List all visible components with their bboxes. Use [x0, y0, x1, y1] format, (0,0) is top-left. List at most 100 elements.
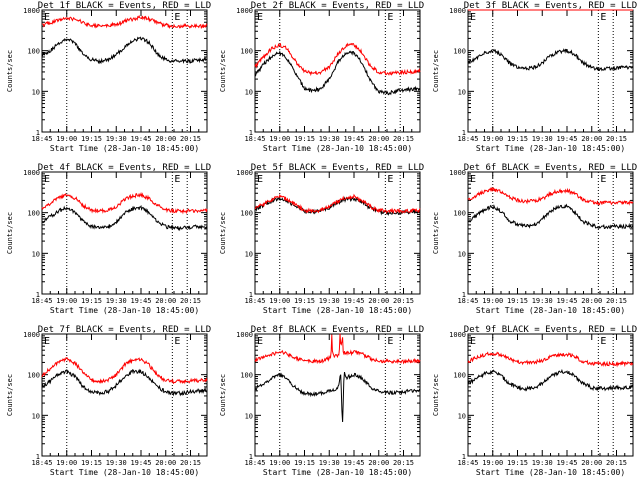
flag-label: E — [470, 174, 476, 185]
x-tick-label: 20:15 — [606, 459, 627, 467]
lld-series-line — [254, 42, 421, 77]
events-series-line — [41, 36, 208, 65]
flag-label: E — [387, 12, 393, 23]
x-tick-label: 19:15 — [81, 135, 102, 143]
y-tick-label: 1000 — [449, 331, 466, 339]
events-series-line — [41, 204, 207, 232]
x-tick-label: 20:15 — [606, 135, 627, 143]
x-tick-label: 19:30 — [532, 135, 553, 143]
panel-title: Det 5f BLACK = Events, RED = LLD — [251, 163, 424, 173]
x-tick-label: 20:00 — [581, 297, 602, 305]
x-tick-label: 19:00 — [482, 297, 503, 305]
x-tick-label: 19:30 — [106, 459, 127, 467]
y-tick-label: 1000 — [449, 7, 466, 15]
x-tick-label: 20:00 — [155, 459, 176, 467]
events-series-line — [467, 203, 634, 230]
y-axis-label: Counts/sec — [432, 374, 440, 416]
panel-title: Det 8f BLACK = Events, RED = LLD — [251, 325, 424, 335]
x-tick-label: 19:00 — [482, 459, 503, 467]
x-tick-label: 19:45 — [343, 459, 364, 467]
x-tick-label: 19:15 — [507, 297, 528, 305]
flag-label: E — [470, 12, 476, 23]
x-axis-label: Start Time (28-Jan-10 18:45:00) — [476, 144, 625, 153]
y-tick-label: 10 — [32, 250, 40, 258]
y-tick-label: 1000 — [236, 7, 253, 15]
x-tick-label: 19:30 — [532, 297, 553, 305]
x-tick-label: 19:45 — [130, 297, 151, 305]
x-axis-label: Start Time (28-Jan-10 18:45:00) — [476, 306, 625, 315]
y-axis-label: Counts/sec — [219, 374, 227, 416]
panel-title: Det 4f BLACK = Events, RED = LLD — [38, 163, 211, 173]
flag-label: E — [257, 336, 263, 347]
x-tick-label: 20:00 — [368, 135, 389, 143]
x-tick-label: 20:00 — [581, 135, 602, 143]
panel-title: Det 7f BLACK = Events, RED = LLD — [38, 325, 211, 335]
flag-label: E — [470, 336, 476, 347]
y-tick-label: 10 — [32, 412, 40, 420]
x-tick-label: 19:45 — [556, 459, 577, 467]
x-tick-label: 19:15 — [294, 459, 315, 467]
x-tick-label: 20:15 — [180, 459, 201, 467]
flag-label: E — [257, 174, 263, 185]
y-tick-label: 1 — [249, 453, 253, 461]
events-series-line — [41, 368, 208, 397]
y-axis-label: Counts/sec — [6, 212, 14, 254]
panel-7: Det 7f BLACK = Events, RED = LLD 1 10 100 10… — [6, 325, 211, 477]
y-tick-label: 1 — [249, 129, 253, 137]
x-tick-label: 18:45 — [457, 297, 478, 305]
y-tick-label: 1000 — [236, 331, 253, 339]
x-axis-label: Start Time (28-Jan-10 18:45:00) — [50, 144, 199, 153]
x-tick-label: 20:15 — [393, 135, 414, 143]
x-tick-label: 20:00 — [155, 135, 176, 143]
x-tick-label: 19:00 — [56, 459, 77, 467]
lld-series-line — [254, 193, 421, 215]
y-tick-label: 1000 — [23, 169, 40, 177]
x-tick-label: 19:45 — [556, 297, 577, 305]
x-tick-label: 18:45 — [457, 459, 478, 467]
flag-label: E — [174, 336, 180, 347]
x-tick-label: 20:15 — [180, 297, 201, 305]
x-axis-label: Start Time (28-Jan-10 18:45:00) — [263, 468, 412, 477]
flag-label: E — [44, 336, 50, 347]
x-tick-label: 19:45 — [556, 135, 577, 143]
lld-series-line — [41, 357, 208, 385]
x-tick-label: 18:45 — [31, 135, 52, 143]
x-tick-label: 20:15 — [393, 297, 414, 305]
x-tick-label: 18:45 — [31, 297, 52, 305]
y-tick-label: 1 — [462, 291, 466, 299]
x-tick-label: 19:00 — [269, 297, 290, 305]
x-tick-label: 19:45 — [130, 459, 151, 467]
x-tick-label: 20:15 — [393, 459, 414, 467]
y-tick-label: 1 — [249, 291, 253, 299]
y-axis-label: Counts/sec — [219, 50, 227, 92]
x-tick-label: 19:30 — [532, 459, 553, 467]
flag-label: E — [387, 174, 393, 185]
panel-title: Det 9f BLACK = Events, RED = LLD — [464, 325, 637, 335]
x-axis-label: Start Time (28-Jan-10 18:45:00) — [50, 306, 199, 315]
y-tick-label: 10 — [245, 88, 253, 96]
x-tick-label: 19:00 — [56, 135, 77, 143]
panel-5: Det 5f BLACK = Events, RED = LLD 1 10 100 10… — [219, 163, 424, 315]
lld-series-line — [467, 186, 634, 206]
x-tick-label: 19:15 — [81, 297, 102, 305]
y-axis-label: Counts/sec — [432, 50, 440, 92]
x-tick-label: 19:15 — [294, 135, 315, 143]
y-tick-label: 1000 — [449, 169, 466, 177]
x-tick-label: 19:30 — [319, 297, 340, 305]
panel-1: Det 1f BLACK = Events, RED = LLD 1 10 100 10… — [6, 1, 211, 153]
y-tick-label: 1000 — [23, 331, 40, 339]
flag-label: E — [174, 12, 180, 23]
lld-series-line — [41, 191, 208, 215]
x-tick-label: 19:30 — [319, 459, 340, 467]
panel-title: Det 3f BLACK = Events, RED = LLD — [464, 1, 637, 11]
panel-title: Det 1f BLACK = Events, RED = LLD — [38, 1, 211, 11]
y-tick-label: 10 — [458, 250, 466, 258]
y-tick-label: 1000 — [23, 7, 40, 15]
events-series-line — [467, 48, 634, 72]
x-tick-label: 18:45 — [244, 459, 265, 467]
y-tick-label: 100 — [453, 48, 466, 56]
y-tick-label: 1 — [36, 453, 40, 461]
x-tick-label: 19:00 — [269, 135, 290, 143]
x-tick-label: 20:00 — [368, 459, 389, 467]
y-tick-label: 1 — [36, 291, 40, 299]
